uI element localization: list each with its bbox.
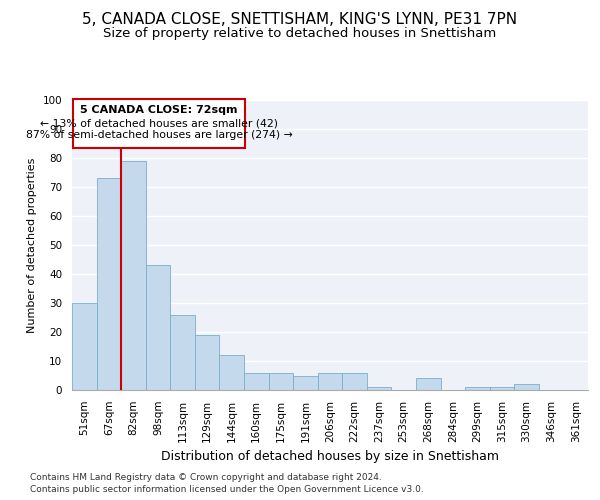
Bar xyxy=(146,266,170,390)
Bar xyxy=(195,335,220,390)
Bar xyxy=(220,355,244,390)
Text: Contains public sector information licensed under the Open Government Licence v3: Contains public sector information licen… xyxy=(30,485,424,494)
Bar xyxy=(416,378,440,390)
Bar xyxy=(72,303,97,390)
Bar xyxy=(244,372,269,390)
Bar xyxy=(293,376,318,390)
FancyBboxPatch shape xyxy=(73,98,245,148)
Bar xyxy=(318,372,342,390)
X-axis label: Distribution of detached houses by size in Snettisham: Distribution of detached houses by size … xyxy=(161,450,499,463)
Text: 5, CANADA CLOSE, SNETTISHAM, KING'S LYNN, PE31 7PN: 5, CANADA CLOSE, SNETTISHAM, KING'S LYNN… xyxy=(82,12,518,28)
Text: Size of property relative to detached houses in Snettisham: Size of property relative to detached ho… xyxy=(103,28,497,40)
Bar xyxy=(269,372,293,390)
Bar xyxy=(490,387,514,390)
Bar xyxy=(514,384,539,390)
Y-axis label: Number of detached properties: Number of detached properties xyxy=(27,158,37,332)
Bar xyxy=(342,372,367,390)
Bar xyxy=(465,387,490,390)
Bar xyxy=(367,387,391,390)
Text: 5 CANADA CLOSE: 72sqm: 5 CANADA CLOSE: 72sqm xyxy=(80,105,238,115)
Bar xyxy=(170,314,195,390)
Text: 87% of semi-detached houses are larger (274) →: 87% of semi-detached houses are larger (… xyxy=(26,130,293,140)
Bar xyxy=(121,161,146,390)
Bar xyxy=(97,178,121,390)
Text: ← 13% of detached houses are smaller (42): ← 13% of detached houses are smaller (42… xyxy=(40,119,278,129)
Text: Contains HM Land Registry data © Crown copyright and database right 2024.: Contains HM Land Registry data © Crown c… xyxy=(30,472,382,482)
